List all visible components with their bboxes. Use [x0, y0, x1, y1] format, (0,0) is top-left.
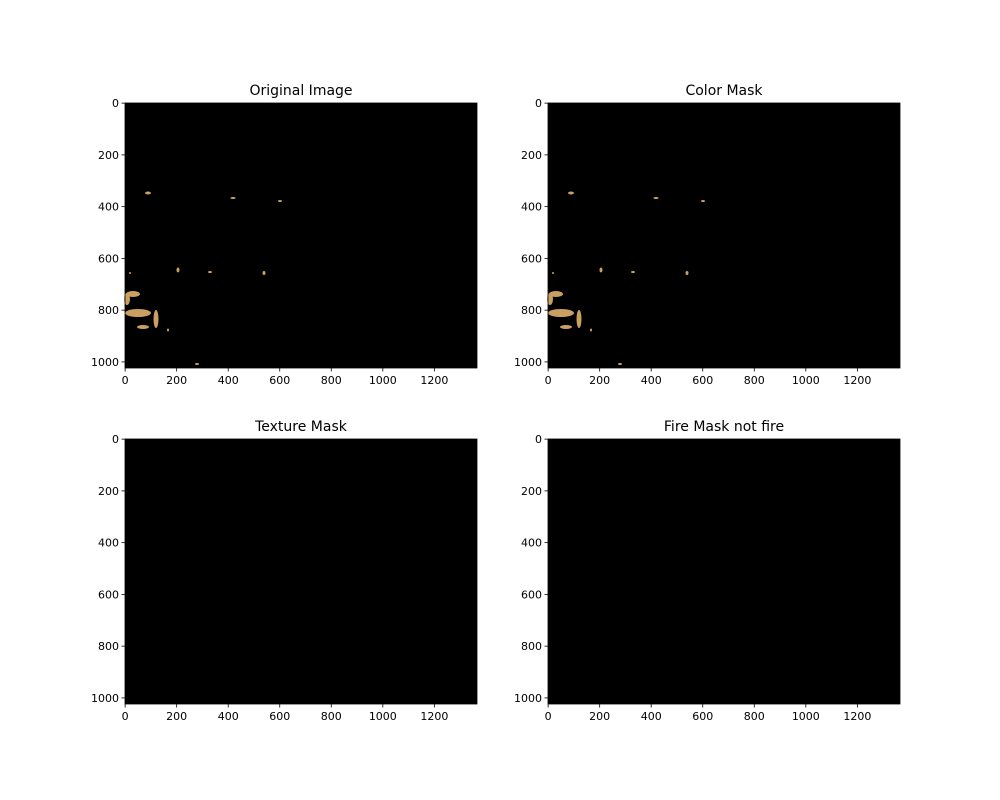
x-tick-label: 1200: [420, 374, 448, 387]
image: [548, 103, 900, 368]
image-blob: [176, 267, 180, 273]
subplot-title: Texture Mask: [254, 419, 348, 435]
subplot-title: Original Image: [249, 83, 352, 99]
x-tick-label: 600: [692, 710, 713, 723]
y-tick-label: 800: [521, 640, 542, 653]
y-tick-label: 400: [521, 537, 542, 550]
x-tick-label: 200: [166, 710, 187, 723]
x-tick-label: 200: [589, 710, 610, 723]
x-tick-label: 0: [122, 710, 129, 723]
image-blob: [124, 293, 130, 305]
x-tick-label: 800: [321, 374, 342, 387]
image-blob: [701, 200, 705, 202]
x-tick-label: 1000: [792, 374, 820, 387]
x-tick-label: 0: [122, 374, 129, 387]
x-tick-label: 0: [545, 710, 552, 723]
y-tick-label: 0: [535, 433, 542, 446]
x-tick-label: 400: [641, 710, 662, 723]
image: [125, 103, 477, 368]
y-tick-label: 200: [98, 149, 119, 162]
x-tick-label: 200: [166, 374, 187, 387]
image-blob: [576, 310, 582, 328]
image-blob: [560, 325, 572, 329]
subplot-title: Color Mask: [685, 83, 763, 99]
x-tick-label: 1200: [843, 374, 871, 387]
image-blob: [145, 191, 151, 195]
y-tick-label: 400: [98, 537, 119, 550]
y-tick-label: 600: [521, 588, 542, 601]
y-tick-label: 0: [112, 97, 119, 110]
y-tick-label: 200: [521, 485, 542, 498]
image-blob: [278, 200, 282, 202]
y-tick-label: 1000: [91, 356, 119, 369]
y-tick-label: 600: [98, 252, 119, 265]
image-blob: [125, 309, 151, 317]
image-blob: [599, 267, 603, 273]
axes-frame: [547, 102, 901, 369]
x-tick-label: 400: [218, 374, 239, 387]
y-tick-label: 0: [112, 433, 119, 446]
y-tick-label: 400: [98, 201, 119, 214]
axes-frame: [124, 102, 478, 369]
subplot-title: Fire Mask not fire: [664, 419, 784, 435]
image-blob: [262, 271, 266, 275]
axes-frame: [547, 438, 901, 705]
image-blob: [590, 328, 592, 332]
y-tick-label: 600: [98, 588, 119, 601]
x-tick-label: 600: [269, 710, 290, 723]
image-blob: [208, 271, 212, 273]
y-tick-label: 800: [98, 304, 119, 317]
x-tick-label: 400: [641, 374, 662, 387]
y-tick-label: 1000: [514, 692, 542, 705]
image-blob: [153, 310, 159, 328]
y-tick-label: 1000: [91, 692, 119, 705]
image-blob: [685, 271, 689, 275]
image-blob: [552, 272, 554, 274]
x-tick-label: 800: [744, 710, 765, 723]
image: [548, 439, 900, 704]
image-blob: [618, 363, 622, 365]
x-tick-label: 1200: [420, 710, 448, 723]
image-blob: [547, 293, 553, 305]
x-tick-label: 600: [269, 374, 290, 387]
image-blob: [653, 197, 659, 199]
x-tick-label: 1000: [369, 710, 397, 723]
subplot: Original Image 0 200 400 600 800 1000 1200 0 200 4…: [91, 83, 478, 387]
x-tick-label: 400: [218, 710, 239, 723]
y-tick-label: 800: [521, 304, 542, 317]
x-tick-label: 600: [692, 374, 713, 387]
subplot: Color Mask 0 200 400 600 800 1000 1200 0 200 400 60…: [514, 83, 901, 387]
y-tick-label: 200: [98, 485, 119, 498]
axes-frame: [124, 438, 478, 705]
y-tick-label: 800: [98, 640, 119, 653]
image-blob: [631, 271, 635, 273]
image-blob: [230, 197, 236, 199]
y-tick-label: 400: [521, 201, 542, 214]
x-tick-label: 1200: [843, 710, 871, 723]
y-tick-label: 1000: [514, 356, 542, 369]
image-blob: [548, 309, 574, 317]
x-tick-label: 0: [545, 374, 552, 387]
image-blob: [568, 191, 574, 195]
x-tick-label: 1000: [792, 710, 820, 723]
x-tick-label: 800: [321, 710, 342, 723]
image-blob: [195, 363, 199, 365]
y-tick-label: 600: [521, 252, 542, 265]
subplot: Fire Mask not fire 0 200 400 600 800 1000 1200 0…: [514, 419, 901, 723]
x-tick-label: 200: [589, 374, 610, 387]
image-blob: [167, 328, 169, 332]
y-tick-label: 200: [521, 149, 542, 162]
subplot: Texture Mask 0 200 400 600 800 1000 1200 0 200 400…: [91, 419, 478, 723]
y-tick-label: 0: [535, 97, 542, 110]
image-blob: [137, 325, 149, 329]
image-blob: [549, 291, 563, 297]
image: [125, 439, 477, 704]
x-tick-label: 800: [744, 374, 765, 387]
x-tick-label: 1000: [369, 374, 397, 387]
image-blob: [126, 291, 140, 297]
image-blob: [129, 272, 131, 274]
